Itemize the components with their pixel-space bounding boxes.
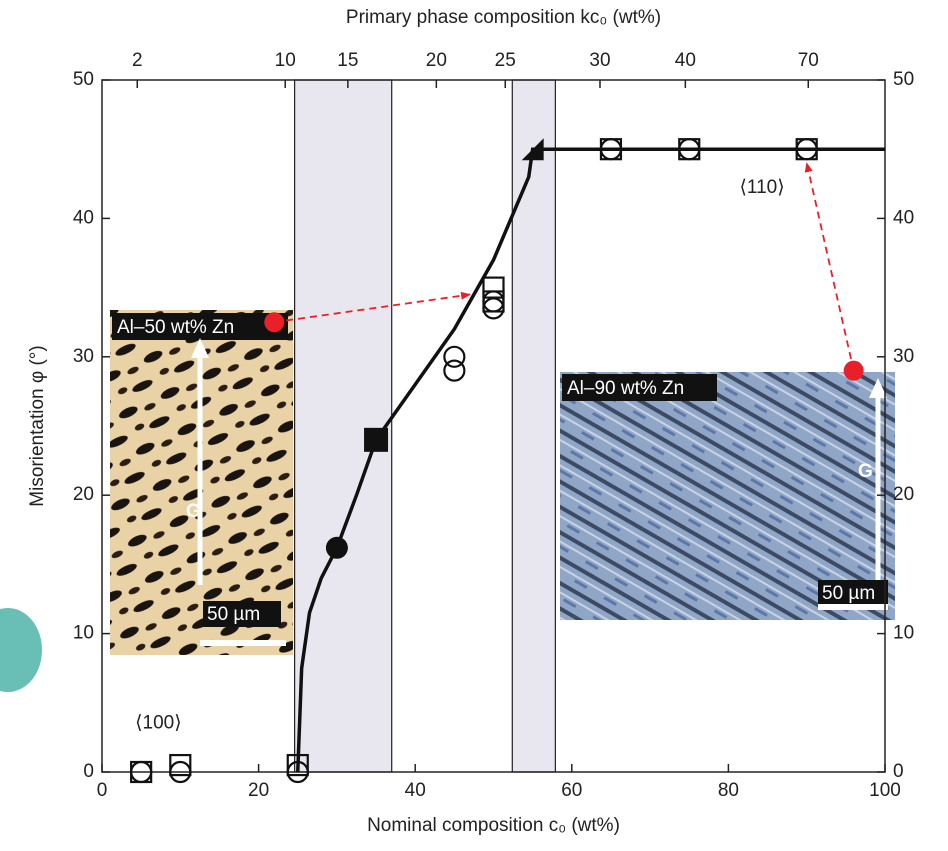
inset-label: Al–50 wt% Zn xyxy=(117,317,234,338)
marker xyxy=(364,428,388,452)
x2-tick-label: 40 xyxy=(675,50,696,71)
marker xyxy=(326,537,348,559)
dashed-arrow xyxy=(807,163,854,371)
annotation: ⟨110⟩ xyxy=(740,177,785,198)
x2-tick-label: 70 xyxy=(798,50,819,71)
y2-tick-label: 20 xyxy=(893,484,914,505)
x2-tick-label: 30 xyxy=(589,50,610,71)
x2-tick-label: 2 xyxy=(132,50,143,71)
scale-label: 50 µm xyxy=(207,604,260,625)
shaded-band xyxy=(295,80,392,772)
scale-bar xyxy=(818,604,888,610)
growth-label: G xyxy=(186,501,201,522)
decoration xyxy=(0,608,42,692)
x-tick-label: 0 xyxy=(97,780,108,801)
y2-tick-label: 30 xyxy=(893,346,914,367)
x-tick-label: 80 xyxy=(718,780,739,801)
x2-tick-label: 20 xyxy=(426,50,447,71)
y-tick-label: 0 xyxy=(83,761,94,782)
y-tick-label: 10 xyxy=(73,623,94,644)
x2-tick-label: 15 xyxy=(337,50,358,71)
y2-tick-label: 10 xyxy=(893,623,914,644)
y2-tick-label: 0 xyxy=(893,761,904,782)
growth-label: G xyxy=(858,461,873,482)
y2-tick-label: 40 xyxy=(893,207,914,228)
y-axis-label: Misorientation φ (°) xyxy=(27,345,48,506)
x2-tick-label: 10 xyxy=(275,50,296,71)
x2-tick-label: 25 xyxy=(495,50,516,71)
chart: Al–50 wt% ZnG50 µmAl–90 wt% ZnG50 µm0204… xyxy=(0,0,948,846)
marker xyxy=(444,361,464,381)
x-axis-label: Nominal composition c₀ (wt%) xyxy=(367,815,620,836)
x-tick-label: 40 xyxy=(405,780,426,801)
y-tick-label: 30 xyxy=(73,346,94,367)
y-tick-label: 20 xyxy=(73,484,94,505)
y-tick-label: 50 xyxy=(73,69,94,90)
x2-axis-label: Primary phase composition kc₀ (wt%) xyxy=(346,7,661,28)
page: {"chart_data": { "type": "scatter", "xla… xyxy=(0,0,948,851)
x-tick-label: 20 xyxy=(248,780,269,801)
annotation: ⟨100⟩ xyxy=(135,713,182,734)
scale-bar xyxy=(200,640,286,646)
shaded-band xyxy=(512,80,555,772)
y-tick-label: 40 xyxy=(73,207,94,228)
x-tick-label: 60 xyxy=(561,780,582,801)
red-point xyxy=(264,312,284,332)
x-tick-label: 100 xyxy=(869,780,901,801)
y2-tick-label: 50 xyxy=(893,69,914,90)
red-point xyxy=(844,361,864,381)
scale-label: 50 µm xyxy=(822,583,875,604)
inset-label: Al–90 wt% Zn xyxy=(567,378,684,399)
